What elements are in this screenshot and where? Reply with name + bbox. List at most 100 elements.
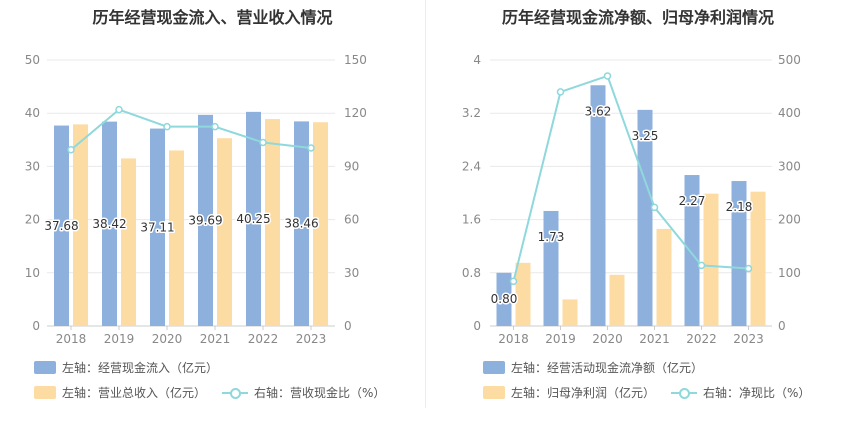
ratio-line <box>512 74 749 282</box>
right-axis-tick-label: 0 <box>778 319 786 333</box>
bar-primary <box>150 128 165 326</box>
left-axis-tick-label: 1.6 <box>462 213 481 227</box>
left-axis-tick-label: 50 <box>25 53 40 67</box>
legend-label-cash-inflow: 左轴：经营现金流入（亿元） <box>62 361 219 375</box>
bar-primary <box>198 114 213 326</box>
legend-item-net-cash-flow[interactable]: 左轴：经营活动现金流净额（亿元） <box>483 359 703 376</box>
bar-primary <box>590 85 606 327</box>
bar-data-label: 40.25 <box>236 212 270 226</box>
legend-swatch-net-cash-flow <box>483 361 505 374</box>
panel-divider <box>425 0 426 408</box>
left-axis-tick-label: 0 <box>32 319 40 333</box>
legend-label-net-cash-ratio: 右轴：净现比（%） <box>703 386 811 400</box>
legend-label-net-profit: 左轴：归母净利润（亿元） <box>511 386 656 400</box>
bar-secondary <box>217 138 232 326</box>
left-axis-tick-label: 30 <box>25 159 40 173</box>
ratio-point <box>67 145 75 154</box>
bar-primary <box>731 181 747 326</box>
right-axis-tick-label: 60 <box>344 213 359 227</box>
legend-row-2: 左轴：营业总收入（亿元） 右轴：营收现金比（%） <box>34 384 401 401</box>
bar-secondary <box>121 158 136 326</box>
legend-item-net-cash-ratio[interactable]: 右轴：净现比（%） <box>671 384 810 401</box>
x-axis-category-label: 2021 <box>639 332 670 346</box>
right-axis-tick-label: 30 <box>344 266 359 280</box>
ratio-point <box>259 138 267 147</box>
ratio-line <box>70 108 312 151</box>
ratio-point <box>509 277 518 286</box>
right-axis-tick-label: 150 <box>344 53 367 67</box>
left-axis-tick-label: 0 <box>473 319 481 333</box>
left-axis-tick-label: 4 <box>473 53 481 67</box>
right-axis-tick-label: 0 <box>344 319 352 333</box>
bar-secondary <box>750 191 766 326</box>
legend-row-1: 左轴：经营活动现金流净额（亿元） <box>483 359 719 376</box>
left-axis-tick-label: 0.8 <box>462 266 481 280</box>
legend-label-cash-revenue-ratio: 右轴：营收现金比（%） <box>254 386 386 400</box>
bar-data-label: 3.25 <box>632 129 659 143</box>
ratio-point <box>697 261 706 270</box>
ratio-point <box>650 203 659 212</box>
bar-secondary <box>73 124 88 326</box>
bar-primary <box>54 125 69 327</box>
x-axis-category-label: 2019 <box>104 332 135 346</box>
left-axis-tick-label: 3.2 <box>462 106 481 120</box>
chart-plot: 0 0 10 30 20 60 30 90 40 120 50 150 2018 2019 2020 2021… <box>25 53 367 346</box>
legend-row-1: 左轴：经营现金流入（亿元） <box>34 359 234 376</box>
right-axis-tick-label: 200 <box>778 213 801 227</box>
left-axis-tick-label: 40 <box>25 106 40 120</box>
bar-primary <box>246 111 261 327</box>
x-axis-category-label: 2022 <box>248 332 279 346</box>
bar-secondary <box>169 150 184 326</box>
left-axis-tick-label: 10 <box>25 266 40 280</box>
bar-primary <box>684 175 700 326</box>
chart-plot: 0 0 0.8 100 1.6 200 2.4 300 3.2 400 4 500 2018 2019 20… <box>462 53 801 346</box>
bar-secondary <box>313 122 328 326</box>
bar-data-label: 37.11 <box>140 220 174 234</box>
bar-primary <box>637 109 653 326</box>
ratio-point <box>603 72 612 80</box>
x-axis-category-label: 2023 <box>296 332 327 346</box>
bar-data-label: 38.42 <box>92 217 126 231</box>
left-axis-tick-label: 2.4 <box>462 159 481 173</box>
x-axis-category-label: 2019 <box>545 332 576 346</box>
ratio-point <box>307 144 315 152</box>
legend-item-net-profit[interactable]: 左轴：归母净利润（亿元） <box>483 384 655 401</box>
legend-swatch-cash-inflow <box>34 361 56 374</box>
bar-data-label: 1.73 <box>538 230 565 244</box>
legend-item-revenue[interactable]: 左轴：营业总收入（亿元） <box>34 384 206 401</box>
bar-secondary <box>515 262 531 326</box>
right-axis-tick-label: 300 <box>778 159 801 173</box>
bar-data-label: 39.69 <box>188 213 222 227</box>
bar-primary <box>102 121 117 327</box>
ratio-point <box>556 88 565 96</box>
bar-primary <box>496 272 512 326</box>
ratio-point <box>115 105 123 114</box>
right-axis-tick-label: 500 <box>778 53 801 67</box>
right-axis-tick-label: 100 <box>778 266 801 280</box>
left-axis-tick-label: 20 <box>25 213 40 227</box>
legend-item-cash-revenue-ratio[interactable]: 右轴：营收现金比（%） <box>222 384 385 401</box>
x-axis-category-label: 2020 <box>152 332 183 346</box>
bar-data-label: 37.68 <box>44 219 78 233</box>
ratio-point <box>744 264 753 273</box>
legend-label-net-cash-flow: 左轴：经营活动现金流净额（亿元） <box>511 361 704 375</box>
bar-secondary <box>562 299 578 326</box>
x-axis-category-label: 2023 <box>733 332 764 346</box>
legend-item-cash-inflow[interactable]: 左轴：经营现金流入（亿元） <box>34 359 218 376</box>
bar-secondary <box>656 228 672 326</box>
bar-secondary <box>703 193 719 326</box>
x-axis-category-label: 2022 <box>686 332 717 346</box>
chart-title: 历年经营现金流入、营业收入情况 <box>92 8 333 27</box>
right-axis-tick-label: 120 <box>344 106 367 120</box>
bar-primary <box>294 121 309 327</box>
x-axis-category-label: 2018 <box>498 332 529 346</box>
right-axis-tick-label: 90 <box>344 159 359 173</box>
x-axis-category-label: 2020 <box>592 332 623 346</box>
bar-data-label: 0.80 <box>491 292 518 306</box>
legend-row-2: 左轴：归母净利润（亿元） 右轴：净现比（%） <box>483 384 826 401</box>
bar-primary <box>543 210 559 326</box>
x-axis-category-label: 2021 <box>200 332 231 346</box>
legend-line-marker-icon <box>222 386 249 399</box>
bar-secondary <box>265 119 280 326</box>
ratio-point <box>211 122 219 131</box>
